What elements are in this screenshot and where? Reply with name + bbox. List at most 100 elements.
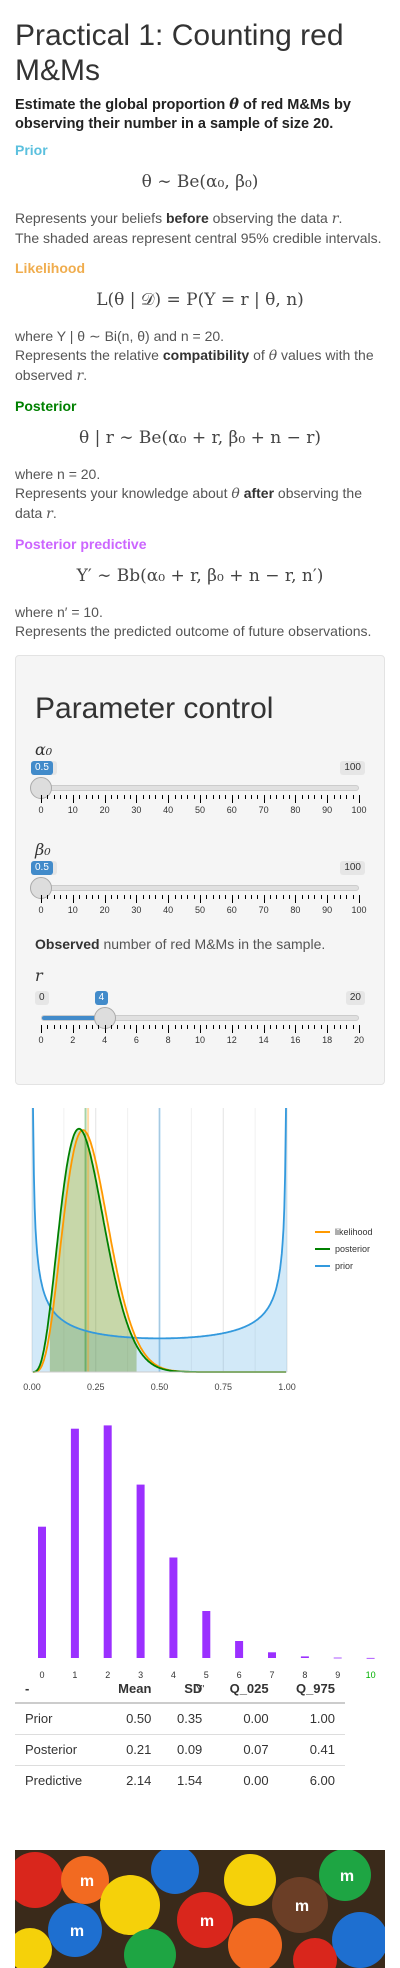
slider-tick-label: 60 (226, 905, 237, 915)
bar (38, 1526, 46, 1658)
x-tick-label: 0.75 (214, 1382, 232, 1392)
slider-tick-label: 20 (99, 805, 110, 815)
slider-minor-tick (320, 795, 322, 799)
slider-tick (41, 1025, 42, 1033)
beta-track[interactable] (41, 885, 359, 891)
slider-tick-label: 10 (67, 905, 78, 915)
table-cell: 1.54 (161, 1764, 213, 1796)
svg-text:m: m (200, 1913, 214, 1930)
slider-minor-tick (98, 795, 100, 799)
alpha-max-badge: 100 (340, 761, 365, 775)
slider-tick-label: 70 (258, 905, 269, 915)
slider-minor-tick (117, 895, 119, 899)
slider-tick-label: 16 (290, 1035, 301, 1045)
prior-text-2: observing the data (208, 210, 332, 226)
slider-minor-tick (142, 1025, 144, 1029)
bar (202, 1611, 211, 1658)
slider-minor-tick (53, 795, 55, 799)
table-row: Posterior 0.21 0.09 0.07 0.41 (15, 1733, 345, 1765)
slider-minor-tick (66, 795, 68, 799)
slider-tick (104, 895, 106, 903)
slider-minor-tick (276, 1025, 278, 1029)
slider-tick-label: 50 (194, 905, 206, 915)
likelihood-heading: Likelihood (15, 260, 85, 276)
slider-minor-tick (289, 795, 291, 799)
subtitle-theta: θ (229, 96, 239, 113)
slider-minor-tick (47, 895, 49, 899)
alpha-track[interactable] (41, 785, 359, 791)
slider-tick (263, 895, 265, 903)
slider-minor-tick (155, 895, 157, 899)
slider-minor-tick (98, 1025, 100, 1029)
observed-text: number of red M&Ms in the sample. (99, 936, 326, 952)
slider-minor-tick (53, 895, 55, 899)
table-cell: 2.14 (101, 1764, 162, 1796)
slider-minor-tick (79, 795, 81, 799)
slider-minor-tick (225, 895, 227, 899)
slider-minor-tick (219, 1025, 221, 1029)
bar (169, 1557, 178, 1658)
slider-tick (327, 895, 329, 903)
slider-tick-label: 10 (67, 805, 78, 815)
slider-tick-label: 0 (38, 905, 44, 915)
observed-bold: Observed (35, 936, 100, 952)
slider-minor-tick (212, 895, 214, 899)
slider-minor-tick (161, 1025, 163, 1029)
slider-minor-tick (269, 1025, 271, 1029)
slider-tick (200, 895, 201, 903)
slider-minor-tick (257, 895, 259, 899)
slider-minor-tick (308, 795, 310, 799)
slider-minor-tick (161, 795, 163, 799)
slider-tick (136, 1025, 138, 1033)
slider-tick (72, 1025, 74, 1033)
slider-minor-tick (314, 1025, 316, 1029)
slider-minor-tick (206, 1025, 208, 1029)
slider-tick (263, 795, 265, 803)
r-fill (42, 1016, 106, 1020)
slider-minor-tick (301, 795, 303, 799)
slider-minor-tick (66, 895, 68, 899)
r-slider[interactable]: 0 20 4 0 2 4 6 8 10 12 14 16 18 20 (35, 991, 365, 1051)
slider-minor-tick (276, 795, 278, 799)
slider-tick-label: 0 (38, 1035, 44, 1045)
slider-minor-tick (346, 795, 348, 799)
slider-minor-tick (339, 895, 341, 899)
likelihood-credible-area (49, 1130, 137, 1372)
r-value-badge: 4 (94, 991, 109, 1005)
slider-tick (168, 895, 170, 903)
table-header-cell: Q_025 (212, 1675, 279, 1704)
slider-tick-label: 70 (258, 805, 269, 815)
slider-minor-tick (174, 795, 176, 799)
bar (136, 1484, 145, 1658)
table-cell: 0.21 (101, 1733, 162, 1765)
slider-tick (200, 795, 201, 803)
slider-minor-tick (289, 1025, 291, 1029)
slider-minor-tick (53, 1025, 55, 1029)
legend-label-likelihood: likelihood (335, 1227, 373, 1237)
slider-minor-tick (250, 895, 252, 899)
r-track[interactable] (41, 1015, 359, 1021)
slider-tick-label: 12 (226, 1035, 237, 1045)
slider-tick-label: 40 (163, 905, 174, 915)
slider-minor-tick (238, 795, 240, 799)
slider-minor-tick (66, 1025, 68, 1029)
slider-tick (359, 895, 360, 903)
slider-tick-label: 50 (194, 805, 206, 815)
slider-minor-tick (130, 1025, 132, 1029)
parameter-control-heading: Parameter control (35, 692, 274, 725)
slider-minor-tick (180, 895, 182, 899)
prior-credible-note: The shaded areas represent central 95% c… (15, 230, 382, 246)
slider-minor-tick (60, 895, 62, 899)
slider-minor-tick (180, 795, 182, 799)
slider-minor-tick (352, 1025, 354, 1029)
slider-minor-tick (219, 795, 221, 799)
slider-tick (200, 1025, 201, 1033)
legend-label-posterior: posterior (335, 1244, 370, 1254)
likelihood-bold: compatibility (162, 347, 250, 363)
slider-tick-label: 30 (131, 905, 142, 915)
table-cell: 0.00 (212, 1764, 279, 1796)
slider-minor-tick (130, 795, 132, 799)
slider-minor-tick (193, 795, 195, 799)
